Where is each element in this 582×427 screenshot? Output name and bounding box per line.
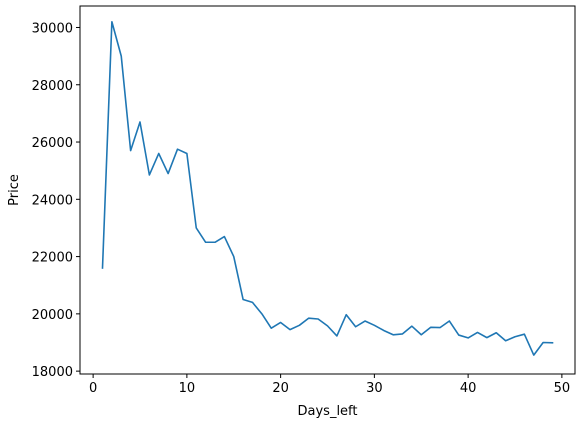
x-tick-label: 0 bbox=[89, 381, 97, 396]
y-tick-label: 24000 bbox=[32, 193, 73, 208]
y-tick-label: 30000 bbox=[32, 21, 73, 36]
x-tick-label: 30 bbox=[366, 381, 383, 396]
x-tick-label: 10 bbox=[179, 381, 196, 396]
y-tick-label: 20000 bbox=[32, 308, 73, 323]
y-axis-label: Price bbox=[7, 174, 22, 206]
y-tick-label: 28000 bbox=[32, 79, 73, 94]
y-tick-label: 26000 bbox=[32, 136, 73, 151]
y-tick-label: 18000 bbox=[32, 365, 73, 380]
x-tick-label: 40 bbox=[460, 381, 477, 396]
x-axis-ticks: 0 10 20 30 40 50 bbox=[89, 374, 570, 396]
x-axis-label: Days_left bbox=[298, 404, 358, 419]
x-tick-label: 50 bbox=[554, 381, 571, 396]
axes-frame bbox=[79, 5, 576, 375]
x-tick-label: 20 bbox=[272, 381, 289, 396]
y-axis-ticks: 18000 20000 22000 24000 26000 28000 30000 bbox=[32, 21, 80, 380]
y-tick-label: 22000 bbox=[32, 251, 73, 266]
plot-area bbox=[101, 20, 554, 356]
series-line bbox=[101, 20, 554, 356]
